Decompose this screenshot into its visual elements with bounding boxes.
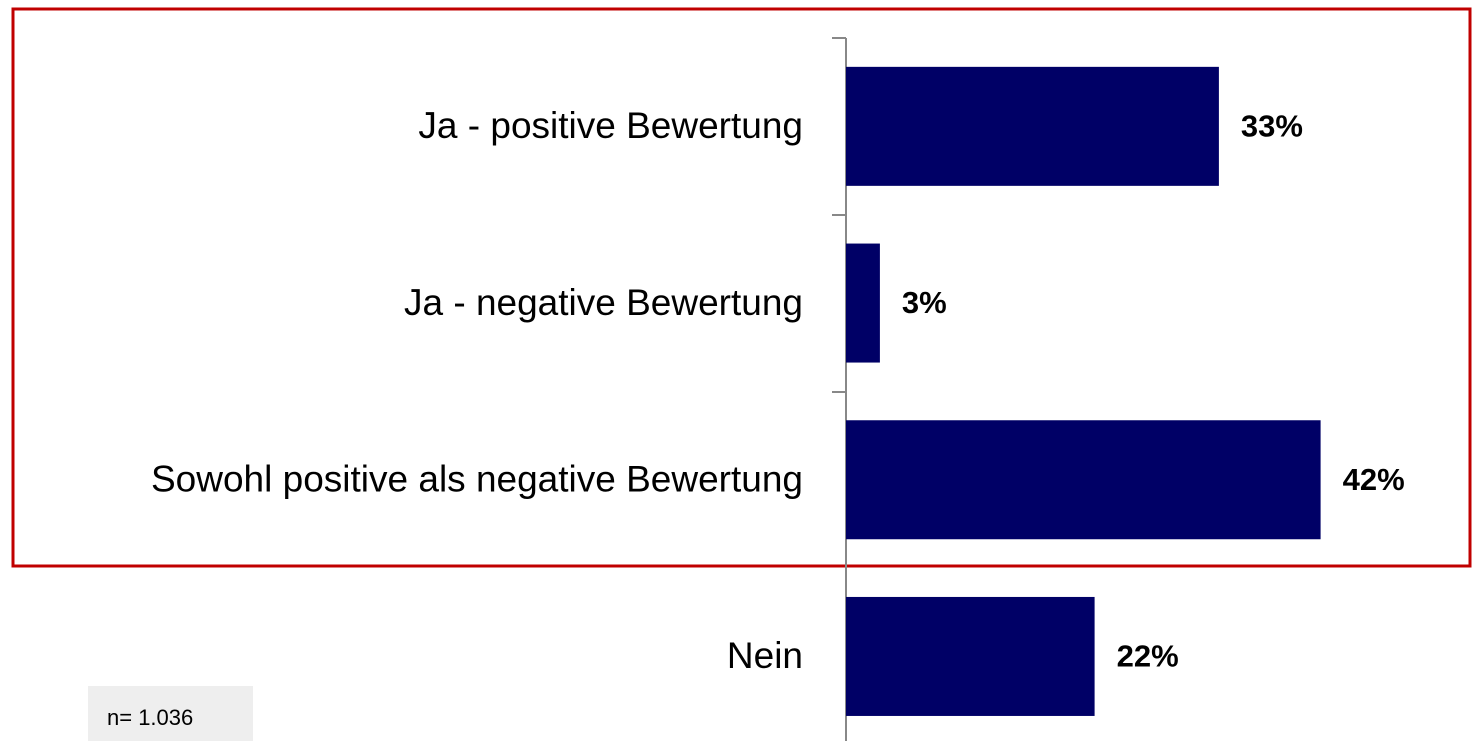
bar xyxy=(846,420,1321,540)
bar xyxy=(846,596,1095,716)
bar xyxy=(846,66,1219,186)
sample-size-note: n= 1.036 xyxy=(107,705,193,730)
value-label: 22% xyxy=(1117,639,1179,674)
category-label: Sowohl positive als negative Bewertung xyxy=(151,459,803,500)
category-label: Ja - negative Bewertung xyxy=(404,282,803,323)
highlight-box xyxy=(11,7,1472,568)
category-label: Nein xyxy=(727,635,803,676)
category-label: Ja - positive Bewertung xyxy=(418,105,803,146)
value-label: 33% xyxy=(1241,109,1303,144)
value-label: 3% xyxy=(902,285,947,320)
note-box xyxy=(88,686,253,741)
value-label: 42% xyxy=(1343,462,1405,497)
bar xyxy=(846,243,880,363)
